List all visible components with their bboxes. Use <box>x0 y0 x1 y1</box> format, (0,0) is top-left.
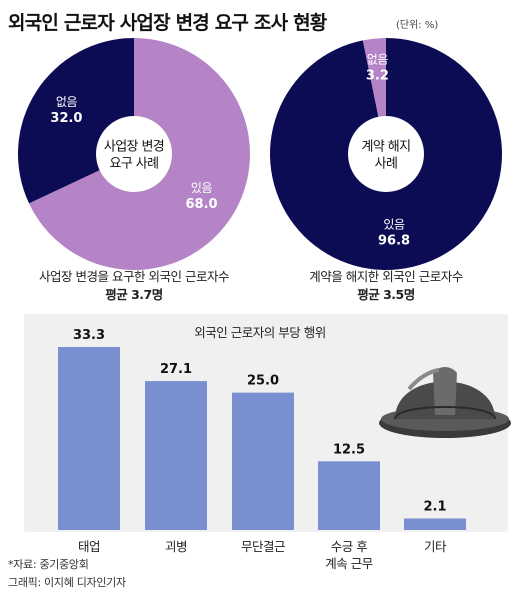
svg-text:있음: 있음 <box>191 181 213 195</box>
pie-center-hole <box>348 116 424 192</box>
bar <box>404 518 466 530</box>
bar-value-label: 27.1 <box>160 362 192 377</box>
pie-caption-line: 평균 3.7명 <box>105 287 163 302</box>
hard-hat-icon <box>379 367 511 438</box>
pie-slice-label: 있음 96.8 <box>378 218 410 249</box>
bar-chart-title: 외국인 근로자의 부당 행위 <box>194 325 326 340</box>
bar-category-label: 수긍 후 <box>331 539 367 554</box>
svg-text:68.0: 68.0 <box>186 197 218 212</box>
svg-text:요구 사례: 요구 사례 <box>110 157 159 172</box>
credit-note: 그래픽: 이지혜 디자인기자 <box>8 576 126 589</box>
pie-slice-label: 없음 32.0 <box>50 95 82 126</box>
svg-text:3.2: 3.2 <box>366 68 389 83</box>
bar <box>318 461 380 530</box>
svg-text:계약 해지: 계약 해지 <box>362 140 411 155</box>
bar-category-label: 계속 근무 <box>325 556 372 571</box>
svg-text:없음: 없음 <box>56 95 78 109</box>
svg-text:사례: 사례 <box>375 157 398 172</box>
page-title: 외국인 근로자 사업장 변경 요구 조사 현황 <box>8 12 327 34</box>
pie-caption-contract-termination: 계약을 해지한 외국인 근로자수 평균 3.5명 <box>261 268 511 304</box>
svg-text:사업장 변경: 사업장 변경 <box>104 140 164 155</box>
bar-value-label: 2.1 <box>423 499 446 514</box>
bar <box>58 347 120 530</box>
bar-category-label: 괴병 <box>165 539 187 554</box>
pie-slice-label: 없음 3.2 <box>366 52 389 83</box>
bar-value-label: 25.0 <box>247 374 279 389</box>
svg-text:없음: 없음 <box>367 52 389 66</box>
svg-text:있음: 있음 <box>383 218 405 232</box>
source-note: *자료: 중기중앙회 <box>8 558 89 571</box>
bar-category-label: 기타 <box>424 539 447 554</box>
pie-caption-line: 사업장 변경을 요구한 외국인 근로자수 <box>39 269 229 284</box>
pie-caption-line: 평균 3.5명 <box>357 287 415 302</box>
svg-text:32.0: 32.0 <box>50 111 82 126</box>
bar-category-label: 무단결근 <box>241 539 285 554</box>
bar-value-label: 12.5 <box>333 442 365 457</box>
unit-label: (단위: %) <box>396 20 439 31</box>
bar-value-label: 33.3 <box>73 328 105 343</box>
pie-slice-label: 있음 68.0 <box>186 181 218 212</box>
bar-category-label: 태업 <box>78 539 100 554</box>
pie-caption-line: 계약을 해지한 외국인 근로자수 <box>309 269 463 284</box>
bar <box>232 392 294 530</box>
svg-text:96.8: 96.8 <box>378 234 410 249</box>
bar <box>145 381 207 530</box>
pie-center-hole <box>96 116 172 192</box>
pie-caption-workplace-change: 사업장 변경을 요구한 외국인 근로자수 평균 3.7명 <box>9 268 259 304</box>
